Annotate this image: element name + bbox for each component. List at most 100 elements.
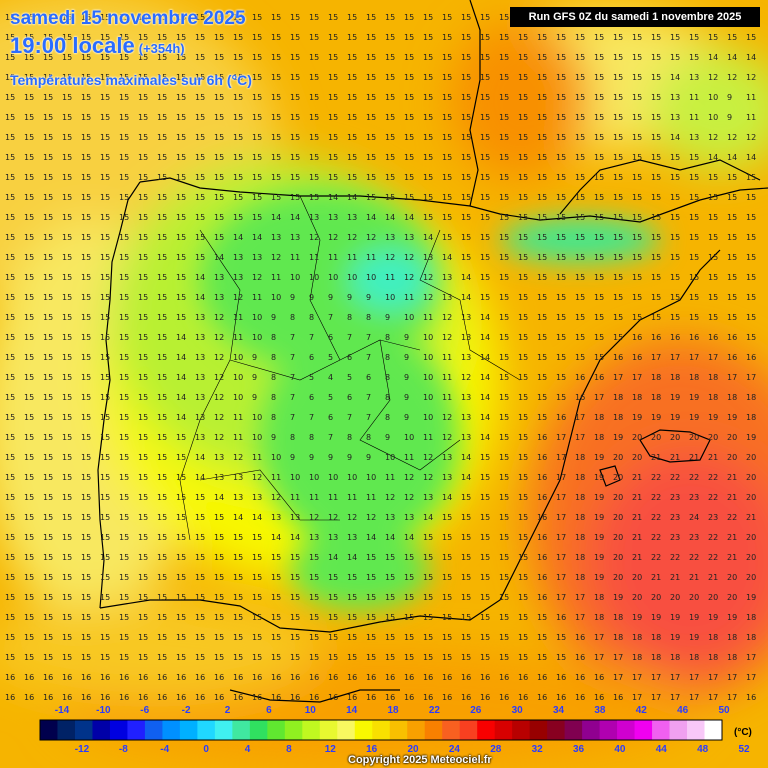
grid-temperature-value: 15: [499, 333, 509, 342]
grid-temperature-value: 15: [119, 293, 129, 302]
legend-color-swatch: [704, 720, 723, 740]
grid-temperature-value: 16: [594, 373, 604, 382]
grid-temperature-value: 16: [746, 693, 756, 702]
grid-temperature-value: 13: [461, 313, 471, 322]
grid-temperature-value: 13: [214, 273, 224, 282]
grid-temperature-value: 15: [499, 433, 509, 442]
grid-temperature-value: 15: [195, 253, 205, 262]
grid-temperature-value: 13: [252, 493, 262, 502]
grid-temperature-value: 20: [746, 553, 756, 562]
grid-temperature-value: 15: [176, 73, 186, 82]
grid-temperature-value: 15: [81, 93, 91, 102]
grid-temperature-value: 15: [176, 513, 186, 522]
grid-temperature-value: 15: [100, 513, 110, 522]
grid-temperature-value: 15: [461, 133, 471, 142]
grid-temperature-value: 21: [727, 493, 737, 502]
grid-temperature-value: 15: [290, 173, 300, 182]
grid-temperature-value: 16: [119, 693, 129, 702]
grid-temperature-value: 15: [442, 133, 452, 142]
grid-temperature-value: 15: [385, 153, 395, 162]
legend-color-swatch: [74, 720, 93, 740]
grid-temperature-value: 15: [100, 133, 110, 142]
legend-tick-label: 40: [614, 744, 626, 755]
grid-temperature-value: 17: [575, 413, 585, 422]
grid-temperature-value: 15: [594, 353, 604, 362]
grid-temperature-value: 19: [613, 593, 623, 602]
grid-temperature-value: 12: [347, 513, 357, 522]
grid-temperature-value: 15: [233, 653, 243, 662]
grid-temperature-value: 16: [195, 673, 205, 682]
legend-color-swatch: [529, 720, 548, 740]
grid-temperature-value: 8: [347, 433, 352, 442]
grid-temperature-value: 15: [157, 33, 167, 42]
grid-temperature-value: 15: [499, 513, 509, 522]
grid-temperature-value: 15: [442, 173, 452, 182]
grid-temperature-value: 22: [651, 473, 661, 482]
grid-temperature-value: 15: [119, 113, 129, 122]
grid-temperature-value: 15: [157, 153, 167, 162]
grid-temperature-value: 18: [727, 393, 737, 402]
grid-temperature-value: 13: [347, 533, 357, 542]
grid-temperature-value: 15: [252, 213, 262, 222]
grid-temperature-value: 16: [499, 693, 509, 702]
grid-temperature-value: 19: [651, 613, 661, 622]
grid-temperature-value: 16: [100, 673, 110, 682]
grid-temperature-value: 16: [309, 673, 319, 682]
legend-color-swatch: [547, 720, 566, 740]
grid-temperature-value: 15: [366, 93, 376, 102]
grid-temperature-value: 9: [366, 453, 371, 462]
grid-temperature-value: 15: [62, 313, 72, 322]
grid-temperature-value: 15: [214, 13, 224, 22]
grid-temperature-value: 15: [670, 153, 680, 162]
grid-temperature-value: 20: [613, 473, 623, 482]
grid-temperature-value: 14: [461, 473, 471, 482]
grid-temperature-value: 15: [157, 593, 167, 602]
grid-temperature-value: 15: [62, 233, 72, 242]
grid-temperature-value: 14: [176, 333, 186, 342]
grid-temperature-value: 22: [708, 553, 718, 562]
grid-temperature-value: 14: [404, 533, 414, 542]
grid-temperature-value: 14: [195, 453, 205, 462]
grid-temperature-value: 15: [5, 513, 15, 522]
grid-temperature-value: 17: [556, 433, 566, 442]
grid-temperature-value: 15: [309, 93, 319, 102]
grid-temperature-value: 19: [594, 493, 604, 502]
grid-temperature-value: 15: [252, 553, 262, 562]
grid-temperature-value: 15: [499, 493, 509, 502]
grid-temperature-value: 15: [689, 173, 699, 182]
grid-temperature-value: 15: [689, 273, 699, 282]
grid-temperature-value: 15: [632, 33, 642, 42]
grid-temperature-value: 12: [461, 373, 471, 382]
grid-temperature-value: 15: [100, 633, 110, 642]
grid-temperature-value: 15: [157, 73, 167, 82]
grid-temperature-value: 20: [708, 593, 718, 602]
legend-color-swatch: [162, 720, 181, 740]
grid-temperature-value: 15: [423, 213, 433, 222]
grid-temperature-value: 15: [613, 253, 623, 262]
grid-temperature-value: 15: [62, 653, 72, 662]
grid-temperature-value: 22: [708, 533, 718, 542]
grid-temperature-value: 17: [727, 673, 737, 682]
grid-temperature-value: 15: [746, 333, 756, 342]
grid-temperature-value: 15: [81, 373, 91, 382]
grid-temperature-value: 14: [480, 333, 490, 342]
grid-temperature-value: 15: [423, 553, 433, 562]
grid-temperature-value: 15: [328, 613, 338, 622]
grid-temperature-value: 15: [24, 473, 34, 482]
grid-temperature-value: 10: [347, 273, 357, 282]
grid-temperature-value: 13: [252, 253, 262, 262]
grid-temperature-value: 18: [613, 633, 623, 642]
grid-temperature-value: 15: [119, 273, 129, 282]
grid-temperature-value: 15: [5, 253, 15, 262]
grid-temperature-value: 15: [499, 193, 509, 202]
legend-color-swatch: [477, 720, 496, 740]
grid-temperature-value: 14: [328, 553, 338, 562]
grid-temperature-value: 12: [423, 473, 433, 482]
grid-temperature-value: 15: [138, 233, 148, 242]
grid-temperature-value: 13: [214, 473, 224, 482]
grid-temperature-value: 15: [176, 273, 186, 282]
grid-temperature-value: 15: [594, 153, 604, 162]
grid-temperature-value: 15: [309, 113, 319, 122]
grid-temperature-value: 10: [385, 453, 395, 462]
grid-temperature-value: 15: [176, 93, 186, 102]
